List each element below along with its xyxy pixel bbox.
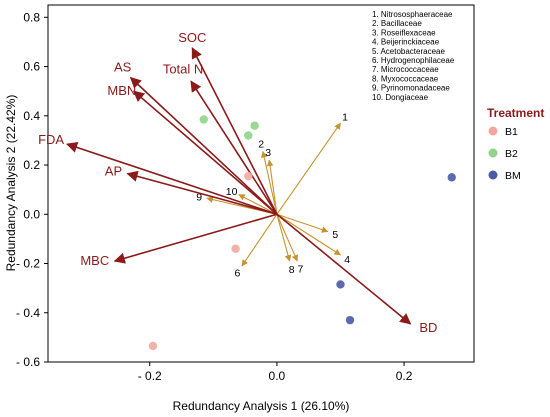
env-vector-arrow xyxy=(132,90,278,215)
legend-swatch-b1 xyxy=(488,126,498,136)
taxa-vector-arrow xyxy=(266,159,278,215)
env-vector-label: AP xyxy=(105,164,122,179)
env-vector-arrow xyxy=(129,76,278,215)
y-tick-label: 0.4 xyxy=(23,109,40,123)
legend-label-b1: B1 xyxy=(505,126,518,138)
legend-swatch-b2 xyxy=(488,148,498,158)
taxa-vector-arrow xyxy=(260,150,278,215)
sample-point-b1 xyxy=(244,171,253,181)
taxa-vector-arrow xyxy=(276,214,298,262)
env-vector-arrow xyxy=(126,170,278,216)
taxa-vector-arrow xyxy=(276,214,292,262)
taxa-vector-label: 10 xyxy=(226,186,238,198)
taxa-vector-label: 2 xyxy=(258,139,264,151)
taxa-vector-label: 9 xyxy=(196,191,202,203)
sample-point-bm xyxy=(447,173,456,182)
sample-point-bm xyxy=(336,280,345,289)
y-axis-title: Redundancy Analysis 2 (22.42%) xyxy=(4,95,18,272)
env-vector-label: MBC xyxy=(80,253,109,268)
taxa-vector-arrow xyxy=(276,213,342,256)
taxa-vector-label: 1 xyxy=(342,112,348,124)
legend-label-bm: BM xyxy=(505,170,521,182)
y-tick-label: 0.8 xyxy=(23,10,40,24)
y-tick-label: - 0.6 xyxy=(16,355,40,369)
taxa-vector-arrow xyxy=(276,122,341,215)
sample-points xyxy=(148,115,456,351)
sample-point-b2 xyxy=(250,121,259,130)
env-vector-label: FDA xyxy=(38,132,64,147)
treatment-legend-title: Treatment xyxy=(487,106,544,120)
env-vector-arrow xyxy=(113,213,278,264)
sample-point-b1 xyxy=(231,244,240,253)
taxa-vector-arrow xyxy=(241,213,278,267)
taxa-vector-label: 7 xyxy=(298,263,304,275)
y-tick-label: 0.6 xyxy=(23,60,40,74)
y-tick-label: 0.0 xyxy=(23,207,40,221)
axes: 0.8 0.6 0.4 0.2 0.0 - 0.2 - 0.4 - 0.6 - 0.2 0.0 0.… xyxy=(16,10,413,383)
taxa-legend-item: 5. Acetobacteraceae xyxy=(372,47,445,56)
y-tick-label: 0.2 xyxy=(23,158,40,172)
sample-point-b2 xyxy=(244,131,253,140)
taxa-vector-label: 8 xyxy=(289,264,295,276)
legend-swatch-bm xyxy=(488,170,498,180)
taxa-vector-label: 5 xyxy=(332,229,338,241)
env-vector-arrow xyxy=(66,141,278,216)
env-vector-label: BD xyxy=(419,320,437,335)
env-vector-label: Total N xyxy=(163,61,203,76)
taxa-vector-arrow xyxy=(276,213,329,233)
env-vector-label: MBN xyxy=(107,83,136,98)
taxa-legend-item: 2. Bacillaceae xyxy=(372,19,422,28)
taxa-legend-item: 10. Dongiaceae xyxy=(372,93,429,102)
taxa-legend-item: 4. Beijerinckiaceae xyxy=(372,38,440,47)
taxa-vector-label: 4 xyxy=(344,254,350,266)
sample-point-b2 xyxy=(199,115,208,124)
taxa-legend-item: 3. Roseiflexaceae xyxy=(372,28,436,37)
taxa-legend-item: 6. Hydrogenophilaceae xyxy=(372,56,455,65)
legend-label-b2: B2 xyxy=(505,148,518,160)
y-tick-label: - 0.4 xyxy=(16,306,40,320)
x-tick-label: 0.0 xyxy=(269,369,286,383)
sample-point-b1 xyxy=(148,341,158,351)
sample-point-bm xyxy=(345,315,355,325)
env-vectors: SOC Total N AS MBN FDA AP MBC BD xyxy=(38,30,437,335)
env-vector-label: AS xyxy=(114,60,132,75)
x-tick-label: - 0.2 xyxy=(138,369,162,383)
x-axis-title: Redundancy Analysis 1 (26.10%) xyxy=(173,399,350,413)
y-tick-label: - 0.2 xyxy=(16,257,40,271)
taxa-vector-arrow xyxy=(238,194,278,215)
taxa-legend-item: 1. Nitrososphaeraceae xyxy=(372,10,453,19)
env-vector-arrow xyxy=(190,80,278,215)
env-vector-label: SOC xyxy=(178,30,206,45)
env-vector-arrow xyxy=(276,213,412,325)
taxa-vector-label: 3 xyxy=(265,147,271,159)
treatment-legend: Treatment B1 B2 BM xyxy=(487,106,544,182)
taxa-legend-item: 9. Pyrinomonadaceae xyxy=(372,84,450,93)
taxa-vector-label: 6 xyxy=(235,268,241,280)
x-tick-label: 0.2 xyxy=(396,369,413,383)
taxa-legend-item: 8. Myxococcaceae xyxy=(372,74,439,83)
taxa-legend-item: 7. Micrococcaceae xyxy=(372,65,439,74)
env-vector-arrow xyxy=(191,47,278,215)
